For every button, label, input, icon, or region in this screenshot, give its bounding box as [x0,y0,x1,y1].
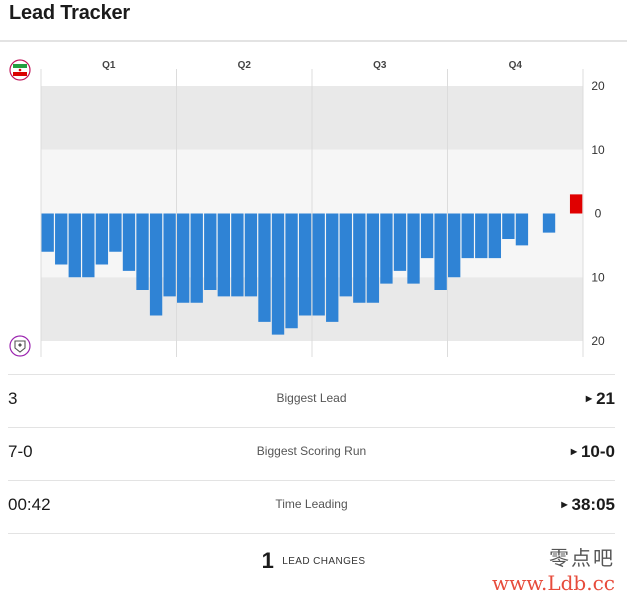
lead-bar [515,213,529,246]
lead-bar [326,213,339,322]
lead-bar [569,194,583,214]
lead-bar [475,213,488,259]
watermark-line2: www.Ldb.cc [492,571,615,595]
lead-bar [434,213,447,290]
lead-bar [190,213,203,303]
quarter-label: Q4 [509,60,523,71]
y-tick-label: 0 [595,207,602,221]
lead-bar [149,213,163,316]
stat-left-value: 7-0 [8,442,33,461]
lead-bar [244,213,258,297]
y-tick-label: 20 [591,334,605,348]
leader-indicator-icon: ▶ [585,394,593,403]
lead-bar [339,213,352,297]
lead-tracker-chart: Q1 Q2 Q3 Q4 20 10 0 10 20 [0,41,627,357]
lead-bar [122,213,136,271]
stat-left-value: 3 [8,389,18,408]
lead-bar [502,213,515,239]
lead-bar [55,213,68,265]
lead-changes-label: LEAD CHANGES [282,555,366,567]
lead-bar [393,213,407,271]
quarter-label: Q2 [238,60,252,71]
stat-row-time-leading: 00:42 Time Leading ▶ 38:05 [8,480,615,534]
lead-bar [136,213,149,290]
lead-bar [271,213,285,335]
lead-bar [177,213,190,303]
y-tick-label: 10 [591,143,605,157]
lead-bar [231,213,244,297]
lead-bar [204,213,217,290]
lead-bar [82,213,95,278]
stat-row-biggest-scoring-run: 7-0 Biggest Scoring Run ▶ 10-0 [8,427,615,481]
lead-bar [217,213,230,297]
stat-row-biggest-lead: 3 Biggest Lead ▶ 21 [8,374,615,428]
quarter-label: Q3 [373,60,387,71]
page-title: Lead Tracker [9,2,131,24]
lead-changes-count: 1 [261,548,274,573]
lead-bar [420,213,434,259]
stat-right-number: 38:05 [571,495,615,514]
stat-label: Biggest Scoring Run [256,444,367,458]
lead-bar [448,213,461,278]
lead-bar [366,213,380,303]
stat-right-value: ▶ 10-0 [571,442,615,462]
lead-bar [312,213,325,316]
header-divider [0,40,627,41]
lead-bar [407,213,420,284]
lead-bar [542,213,556,233]
lead-bar [41,213,54,252]
stat-left-value: 00:42 [8,495,51,514]
watermark: 零点吧 www.Ldb.cc [492,542,615,595]
lead-bar [488,213,501,259]
lead-bar [68,213,81,278]
lead-bar [163,213,176,297]
lead-bar [298,213,312,316]
stat-right-value: ▶ 21 [586,389,615,409]
lead-changes: 1 LEAD CHANGES [0,548,627,574]
lead-bar [461,213,474,259]
stat-right-value: ▶ 38:05 [561,495,615,515]
lead-bar [258,213,271,322]
leader-indicator-icon: ▶ [561,500,568,509]
iran-flag-icon [9,59,31,81]
quarter-label: Q1 [102,60,116,71]
stat-right-number: 10-0 [580,442,615,461]
lead-bar [109,213,122,252]
lead-bar [380,213,393,284]
stat-right-number: 21 [596,389,615,408]
watermark-line1: 零点吧 [549,546,615,570]
lead-bar [353,213,366,303]
lead-bar [95,213,109,265]
stat-label: Biggest Lead [276,391,347,405]
leader-indicator-icon: ▶ [570,447,577,456]
lead-bar [285,213,298,329]
y-tick-label: 10 [591,270,605,284]
team-crest-icon [9,335,31,357]
stat-row-divider [8,533,615,534]
stat-label: Time Leading [275,497,348,511]
y-tick-label: 20 [591,79,605,93]
